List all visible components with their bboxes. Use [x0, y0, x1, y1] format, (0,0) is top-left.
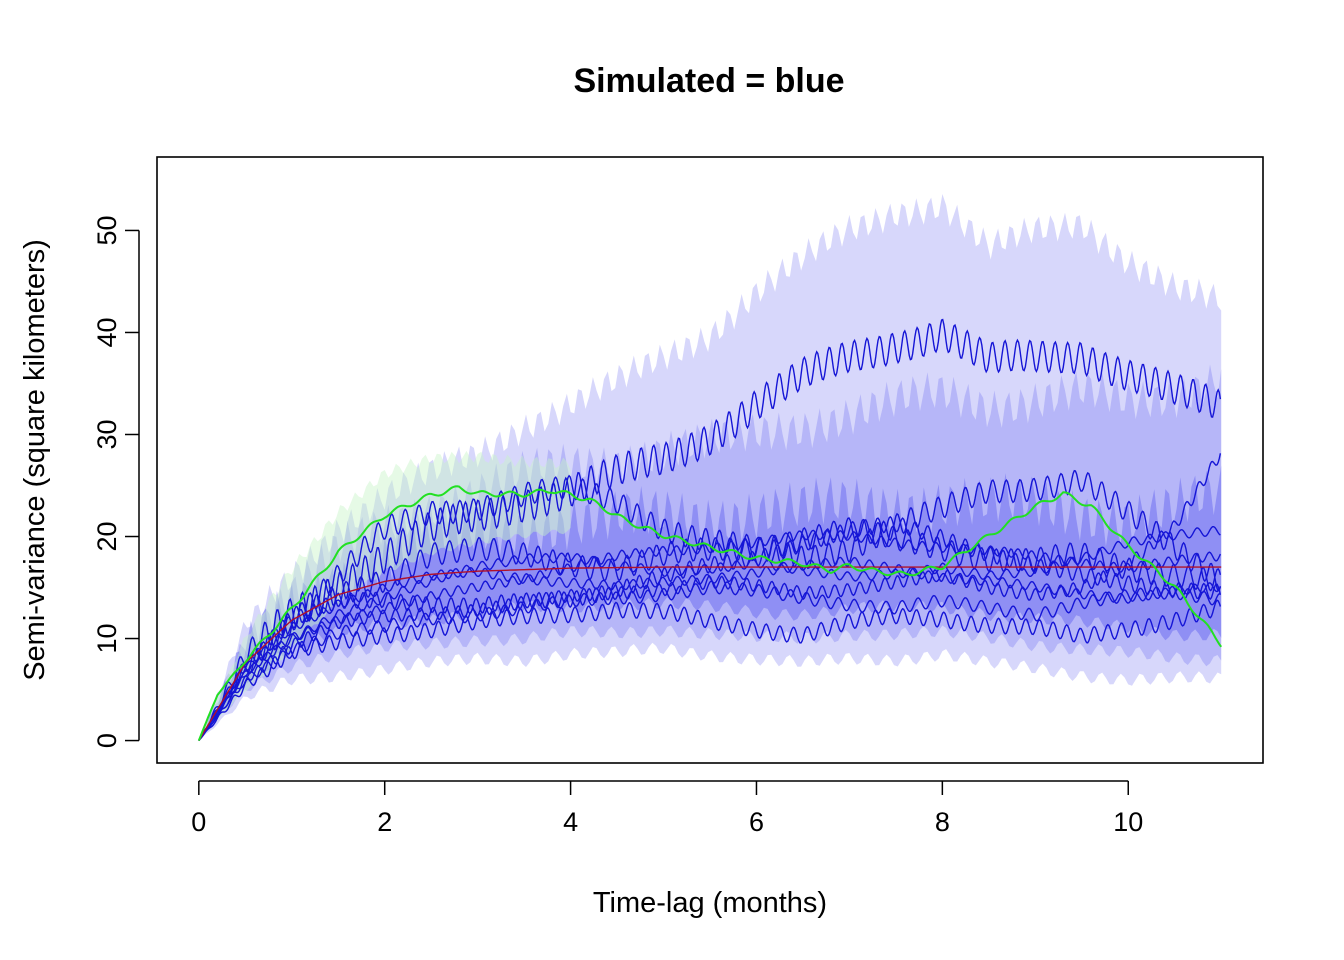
x-tick-label: 2 — [377, 807, 392, 837]
y-axis-label: Semi-variance (square kilometers) — [19, 239, 51, 681]
empirical-curve — [197, 485, 1223, 741]
x-axis-label: Time-lag (months) — [593, 887, 827, 919]
series-line-9 — [198, 515, 1222, 741]
series-line-7 — [198, 556, 1222, 741]
y-tick-label: 0 — [92, 733, 122, 748]
y-tick-label: 50 — [92, 215, 122, 245]
band-inner — [198, 465, 1222, 741]
series-line-6 — [198, 599, 1222, 742]
plot-frame — [156, 156, 1264, 764]
bands-layer — [198, 194, 1222, 741]
x-tick-label: 0 — [191, 807, 206, 837]
x-tick-label: 6 — [749, 807, 764, 837]
y-tick-label: 10 — [92, 624, 122, 654]
x-axis: 0 2 4 6 8 10 — [191, 780, 1143, 837]
series-line-10 — [198, 529, 1222, 741]
series-layer — [197, 318, 1223, 742]
series-line-1 — [198, 318, 1222, 741]
band-empirical — [198, 450, 571, 741]
x-tick-label: 4 — [563, 807, 578, 837]
y-tick-label: 20 — [92, 521, 122, 551]
y-tick-label: 30 — [92, 419, 122, 449]
x-tick-label: 10 — [1113, 807, 1143, 837]
model-curve — [198, 566, 1222, 741]
series-line-8 — [198, 580, 1221, 741]
x-tick-label: 8 — [935, 807, 950, 837]
y-axis: 0 10 20 30 40 50 — [92, 215, 140, 748]
plot-area — [197, 194, 1223, 742]
y-tick-label: 40 — [92, 317, 122, 347]
chart-title: Simulated = blue — [573, 62, 844, 100]
series-line-3 — [198, 517, 1222, 741]
series-line-2 — [198, 469, 1222, 741]
